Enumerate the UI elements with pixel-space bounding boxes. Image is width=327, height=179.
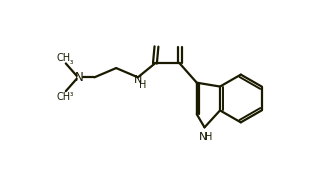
Text: N: N	[199, 132, 207, 142]
Text: N: N	[134, 75, 142, 85]
Text: H: H	[205, 132, 213, 142]
Text: ₃: ₃	[70, 57, 73, 66]
Text: CH: CH	[56, 53, 71, 63]
Text: CH: CH	[56, 91, 71, 101]
Text: ₃: ₃	[70, 89, 73, 98]
Text: H: H	[139, 80, 146, 90]
Text: N: N	[75, 71, 83, 84]
